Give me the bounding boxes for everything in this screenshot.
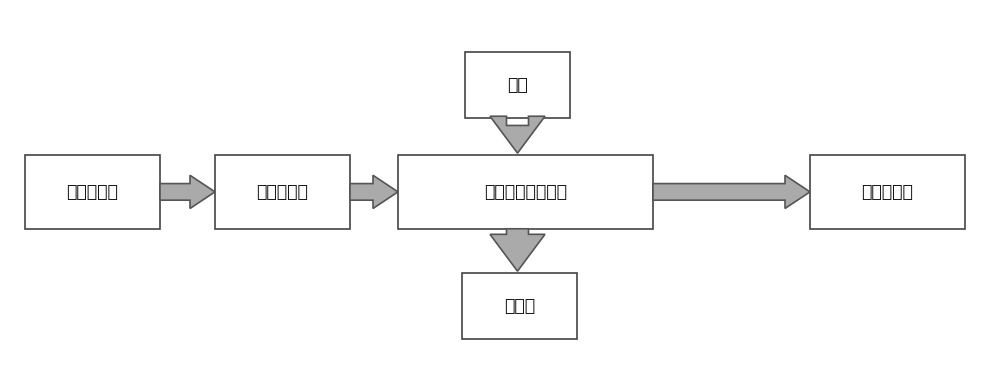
Text: 纳滤二级脱色系统: 纳滤二级脱色系统: [484, 183, 567, 201]
FancyBboxPatch shape: [215, 155, 350, 229]
FancyBboxPatch shape: [810, 155, 965, 229]
Text: 超滤预过滤: 超滤预过滤: [257, 183, 308, 201]
FancyBboxPatch shape: [25, 155, 160, 229]
FancyBboxPatch shape: [465, 52, 570, 118]
Polygon shape: [653, 175, 810, 208]
Text: 蛋氨酸料液: 蛋氨酸料液: [67, 183, 118, 201]
Polygon shape: [490, 116, 545, 153]
Polygon shape: [160, 175, 215, 208]
Text: 浓缩液: 浓缩液: [504, 297, 535, 315]
Text: 纳滤透过液: 纳滤透过液: [862, 183, 913, 201]
Polygon shape: [490, 229, 545, 271]
Text: 纯水: 纯水: [507, 76, 528, 94]
FancyBboxPatch shape: [462, 273, 577, 339]
Polygon shape: [350, 175, 398, 208]
FancyBboxPatch shape: [398, 155, 653, 229]
